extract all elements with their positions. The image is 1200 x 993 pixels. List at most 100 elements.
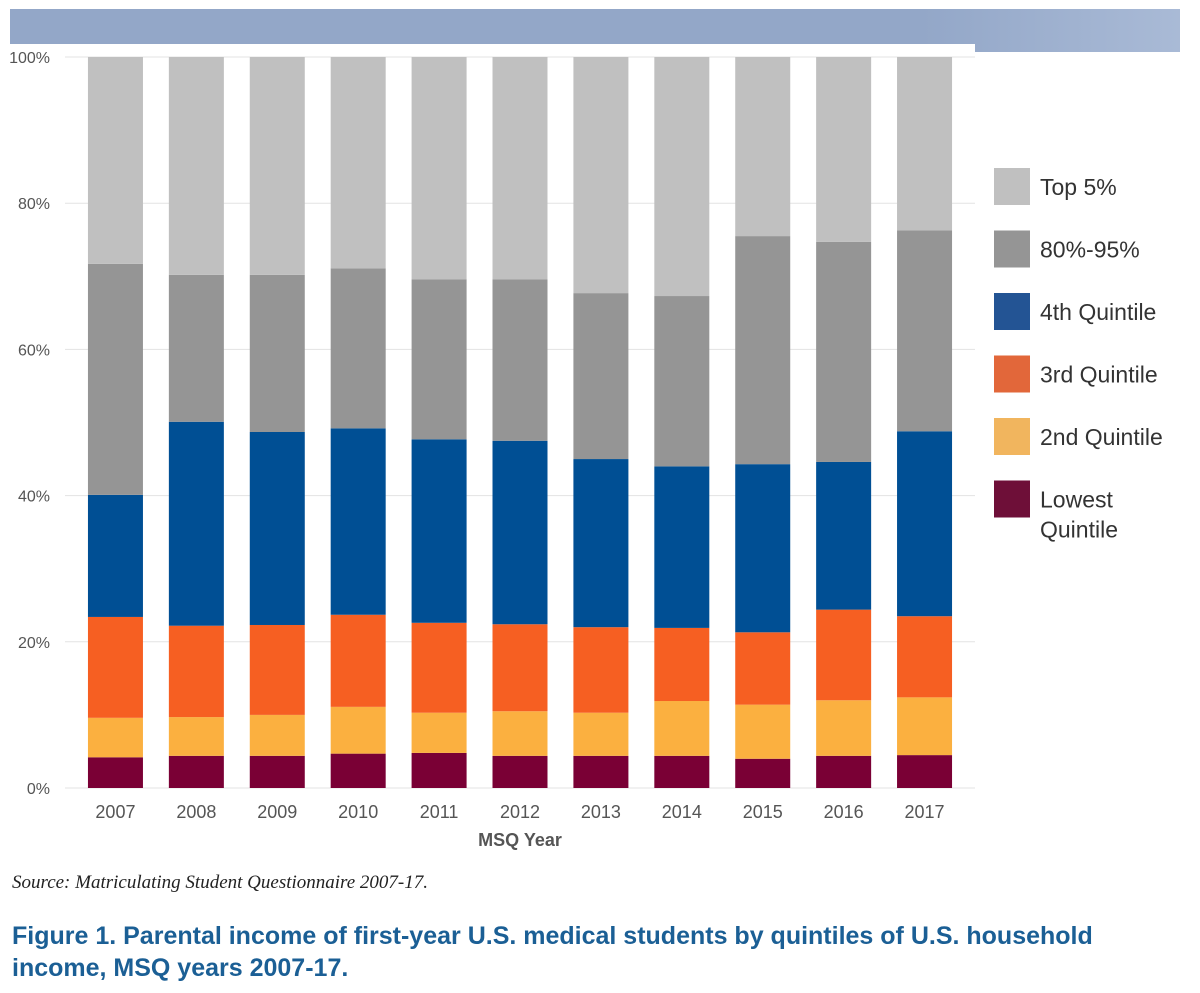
bar-segment-lowest-quintile-2017 [897,755,953,788]
legend-label-cont: Quintile [1040,517,1118,543]
bar-segment-80-95--2015 [735,236,791,465]
legend-label: 2nd Quintile [1040,424,1163,450]
bar-segment-3rd-quintile-2007 [87,616,143,718]
bar-segment-top-5--2016 [816,57,872,242]
legend-label: 3rd Quintile [1040,362,1158,388]
bar-segment-3rd-quintile-2010 [330,614,386,707]
bar-segment-2nd-quintile-2014 [654,701,710,756]
y-tick-label: 0% [27,781,50,798]
bar-segment-top-5--2012 [492,57,548,280]
bar-segment-lowest-quintile-2011 [411,752,467,788]
y-tick-label: 40% [18,489,50,506]
bar-segment-2nd-quintile-2013 [573,712,629,756]
legend-label: Lowest [1040,487,1113,513]
bar-segment-4th-quintile-2011 [411,439,467,623]
bar-segment-top-5--2013 [573,57,629,294]
bar-segment-3rd-quintile-2017 [897,616,953,698]
x-tick-label: 2013 [581,802,621,822]
bar-segment-4th-quintile-2009 [249,432,305,625]
bar-segment-lowest-quintile-2012 [492,755,548,788]
legend-swatch [994,355,1030,393]
bar-segment-3rd-quintile-2008 [168,625,224,718]
bar-segment-4th-quintile-2012 [492,440,548,625]
bar-segment-top-5--2007 [87,57,143,264]
bar-segment-2nd-quintile-2015 [735,704,791,759]
bar-segment-80-95--2007 [87,263,143,495]
bar-segment-top-5--2010 [330,57,386,269]
legend-swatch [994,293,1030,330]
bar-segment-3rd-quintile-2011 [411,622,467,713]
x-tick-label: 2016 [824,802,864,822]
y-tick-label: 80% [18,196,50,213]
source-note: Source: Matriculating Student Questionna… [12,872,429,893]
bar-segment-lowest-quintile-2007 [87,757,143,788]
bar-segment-80-95--2013 [573,293,629,460]
x-tick-label: 2012 [500,802,540,822]
bar-segment-2nd-quintile-2007 [87,717,143,758]
bar-segment-3rd-quintile-2016 [816,609,872,701]
bar-segment-4th-quintile-2014 [654,466,710,628]
bar-segment-4th-quintile-2008 [168,421,224,626]
x-tick-label: 2008 [176,802,216,822]
bar-segment-4th-quintile-2015 [735,464,791,633]
bar-segment-lowest-quintile-2015 [735,758,791,788]
y-tick-label: 60% [18,342,50,359]
bar-segment-top-5--2017 [897,57,953,231]
bar-segment-2nd-quintile-2010 [330,706,386,754]
legend-label: 80%-95% [1040,237,1140,263]
x-tick-label: 2009 [257,802,297,822]
legend-swatch [994,168,1030,205]
bar-segment-lowest-quintile-2010 [330,753,386,788]
x-tick-label: 2007 [95,802,135,822]
legend-swatch [994,418,1030,455]
bar-segment-3rd-quintile-2013 [573,627,629,713]
bar-segment-80-95--2014 [654,296,710,467]
bar-segment-80-95--2011 [411,279,467,440]
bar-segment-3rd-quintile-2012 [492,624,548,712]
bar-segment-3rd-quintile-2014 [654,627,710,702]
legend-swatch [994,480,1030,518]
bar-segment-4th-quintile-2007 [87,494,143,617]
plot-background [0,44,975,64]
bar-segment-2nd-quintile-2012 [492,711,548,756]
x-tick-label: 2010 [338,802,378,822]
bar-segment-4th-quintile-2013 [573,459,629,628]
x-tick-label: 2017 [905,802,945,822]
legend-swatch [994,230,1030,268]
x-tick-label: 2014 [662,802,702,822]
bar-segment-2nd-quintile-2009 [249,714,305,756]
bar-segment-top-5--2015 [735,57,791,237]
bar-segment-80-95--2016 [816,241,872,462]
bar-segment-lowest-quintile-2014 [654,755,710,788]
bar-segment-3rd-quintile-2015 [735,632,791,705]
bar-segment-80-95--2009 [249,274,305,433]
y-tick-label: 100% [9,50,50,67]
x-tick-label: 2011 [420,802,459,822]
bar-segment-top-5--2014 [654,57,710,297]
legend-label: 4th Quintile [1040,299,1156,325]
bar-segment-top-5--2008 [168,57,224,275]
bar-segment-2nd-quintile-2011 [411,712,467,753]
y-tick-label: 20% [18,635,50,652]
bar-segment-80-95--2017 [897,230,953,432]
bar-segment-80-95--2008 [168,274,224,422]
bar-segment-lowest-quintile-2009 [249,755,305,788]
bar-segment-lowest-quintile-2016 [816,755,872,788]
bar-segment-top-5--2011 [411,57,467,280]
figure-caption: Figure 1. Parental income of first-year … [12,922,1093,982]
bar-segment-lowest-quintile-2008 [168,755,224,788]
legend-label: Top 5% [1040,174,1117,200]
x-tick-label: 2015 [743,802,783,822]
bar-segment-80-95--2010 [330,268,386,429]
bar-segment-4th-quintile-2010 [330,428,386,615]
bar-segment-4th-quintile-2016 [816,461,872,610]
bar-segment-top-5--2009 [249,57,305,275]
bar-segment-2nd-quintile-2016 [816,700,872,756]
bar-segment-80-95--2012 [492,279,548,441]
x-axis-title: MSQ Year [478,830,562,850]
bar-segment-3rd-quintile-2009 [249,624,305,715]
bar-segment-lowest-quintile-2013 [573,755,629,788]
bar-segment-2nd-quintile-2008 [168,717,224,756]
bar-segment-2nd-quintile-2017 [897,697,953,756]
